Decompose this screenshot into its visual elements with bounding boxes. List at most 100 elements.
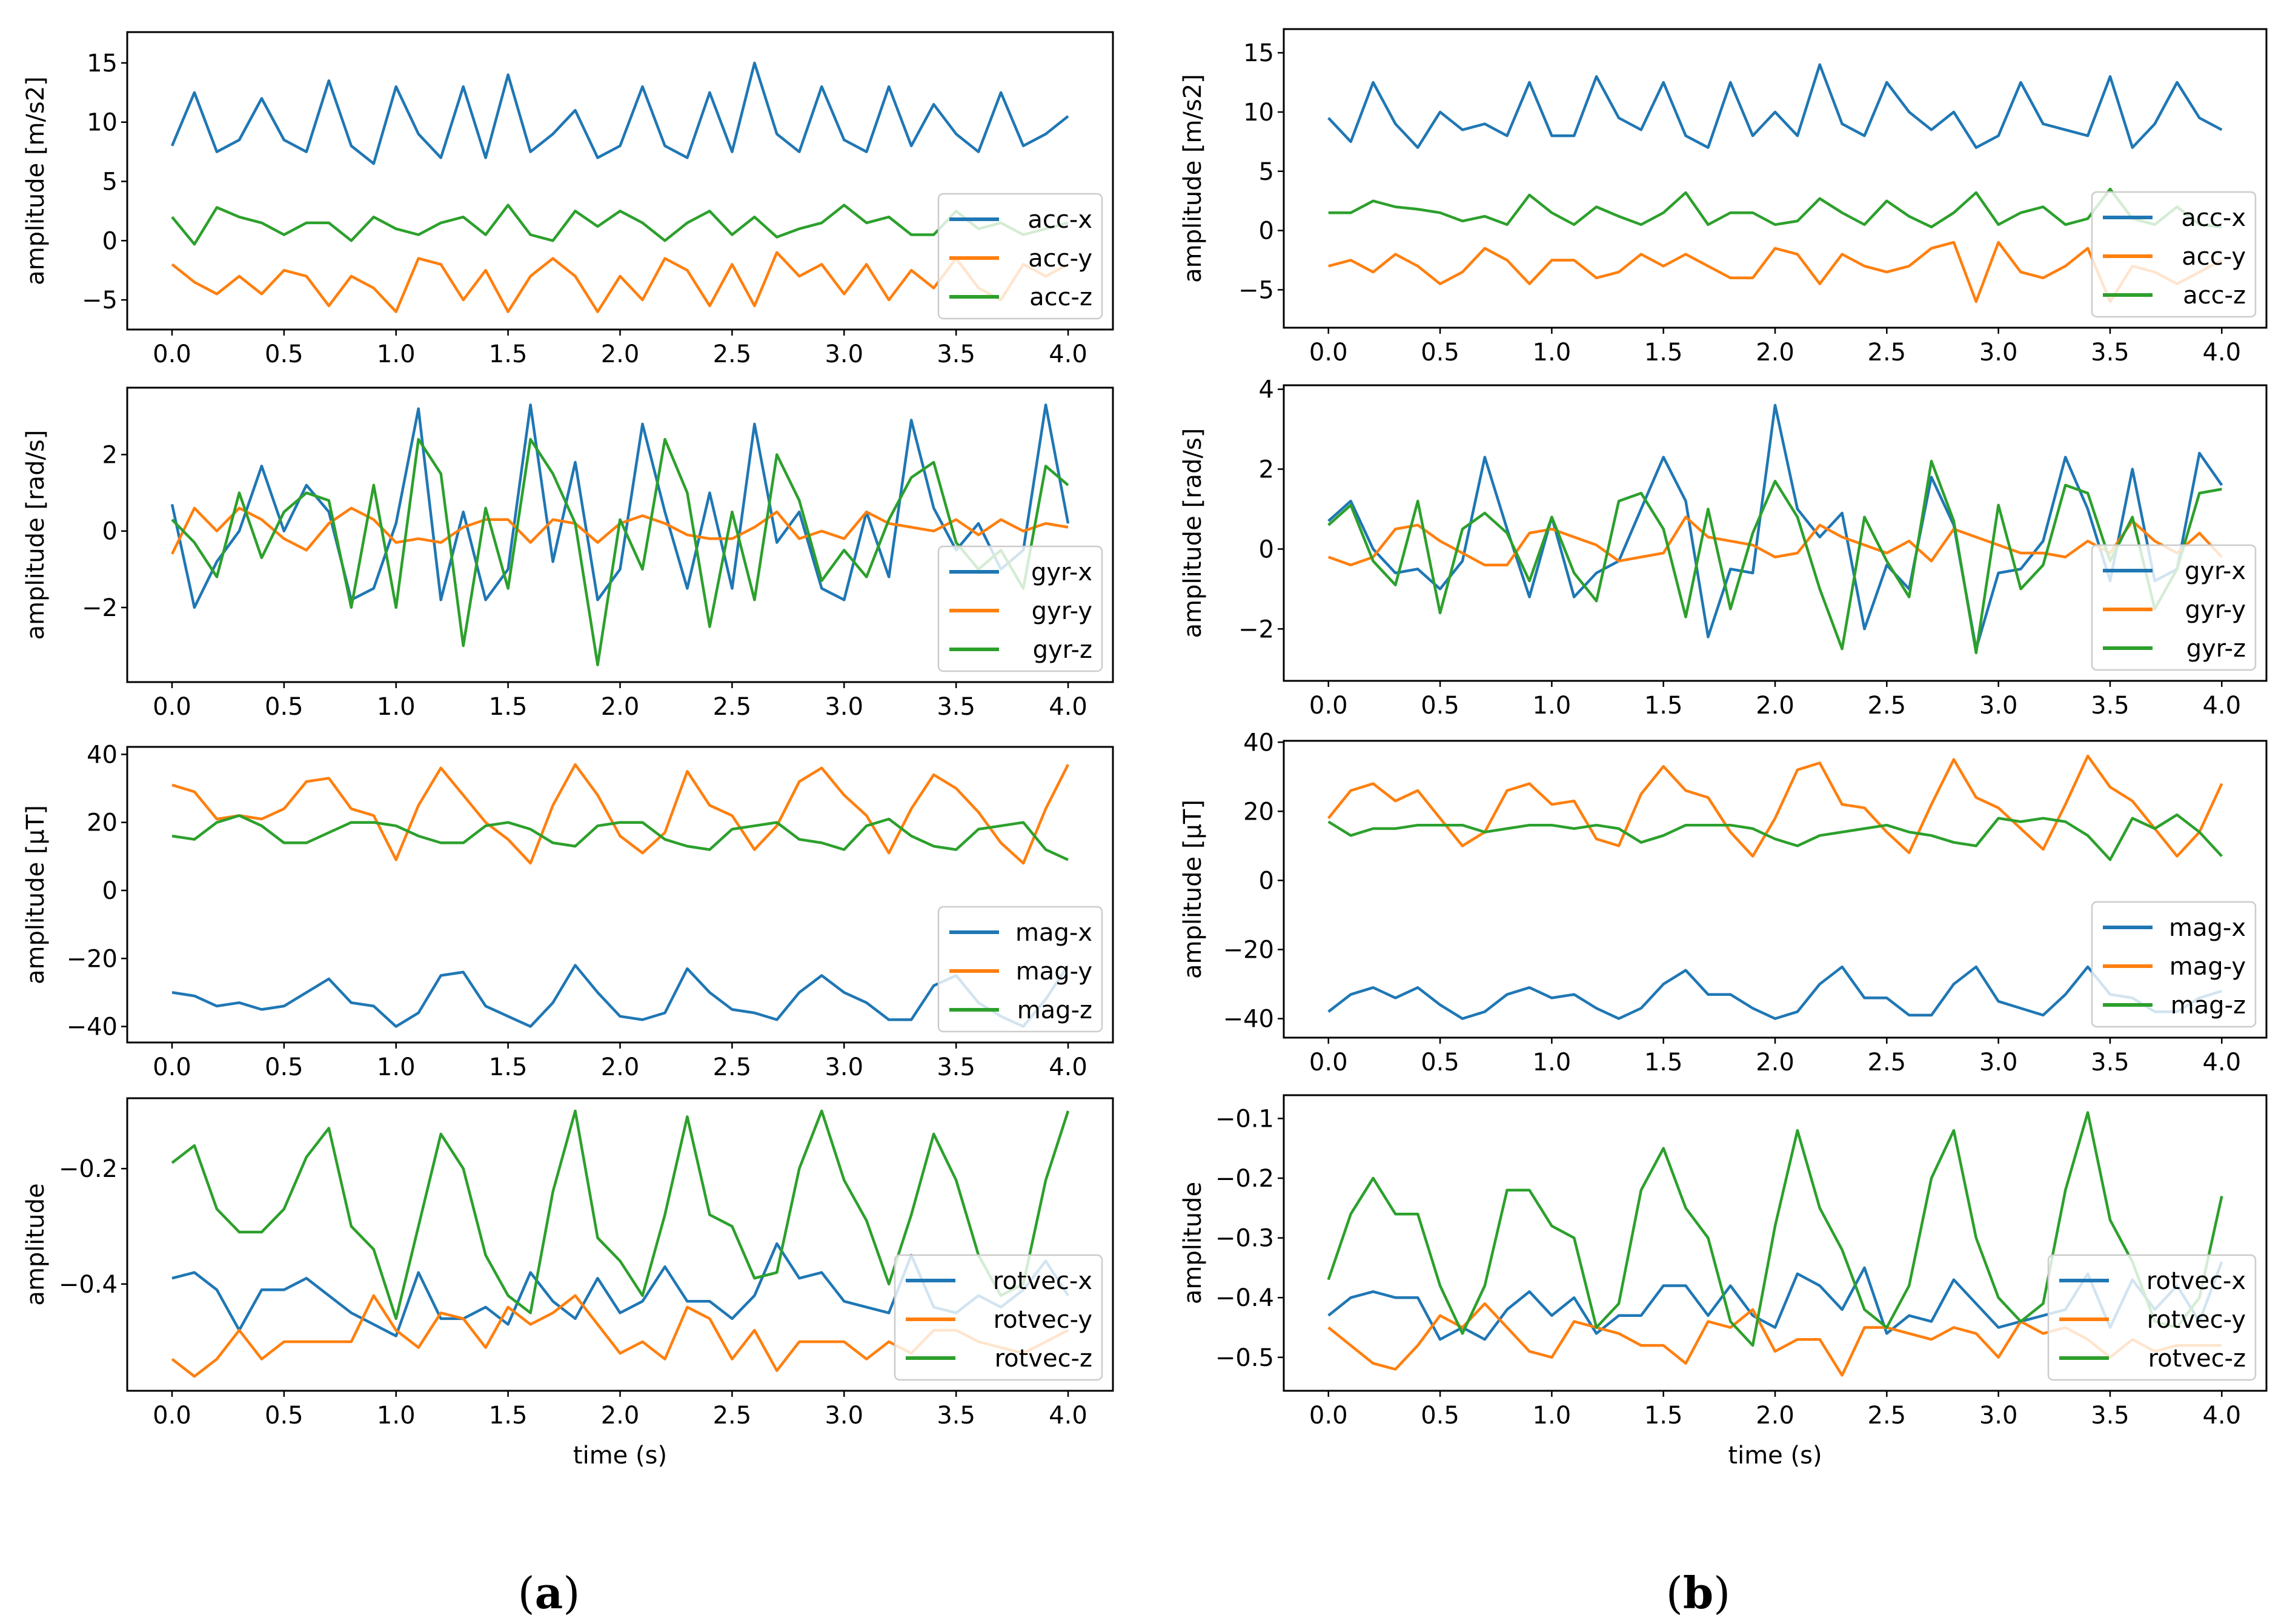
y-tick-label: −0.5 [1215, 1344, 1274, 1372]
legend-label: gyr-z [1033, 636, 1092, 664]
x-tick-label: 0.0 [1309, 1402, 1348, 1430]
legend-label: mag-x [2169, 914, 2246, 942]
x-tick-label: 3.5 [2091, 339, 2130, 366]
series-line-acc-x [1327, 63, 2223, 149]
series-line-mag-z [171, 814, 1069, 861]
y-tick-label: 4 [1259, 376, 1274, 404]
x-tick-label: 0.5 [265, 340, 304, 368]
y-tick-label: −0.2 [59, 1155, 118, 1183]
x-tick-label: 1.5 [489, 1053, 528, 1081]
series-line-acc-y [1328, 240, 2223, 303]
x-tick-label: 3.0 [1979, 692, 2018, 720]
legend: acc-x acc-y acc-z [937, 193, 1103, 320]
y-tick-label: 40 [1243, 729, 1274, 757]
x-tick-label: 4.0 [1049, 693, 1087, 721]
legend-label: acc-z [2183, 282, 2246, 310]
y-tick-label: 0 [102, 518, 118, 546]
x-tick-label: 0.0 [153, 340, 191, 368]
legend-label: gyr-z [2186, 635, 2246, 663]
x-tick-label: 3.5 [937, 340, 975, 368]
y-tick-label: −0.3 [1215, 1225, 1274, 1253]
y-tick-label: 0 [1259, 217, 1274, 245]
legend-label: acc-x [2181, 204, 2246, 232]
y-tick-label: 2 [1259, 456, 1274, 483]
x-tick-label: 3.5 [937, 1053, 975, 1081]
x-tick-label: 1.5 [489, 1402, 528, 1430]
y-tick-label: 2 [102, 441, 118, 469]
x-tick-label: 4.0 [2202, 339, 2241, 366]
series-line-rotvec-z [1327, 1111, 2223, 1347]
subplots: 0.0 0.5 1.0 1.5 2.0 2.5 3.0 3.5 4.0 −5 0 5 10 15 ampli… [22, 28, 2268, 1470]
x-tick-label: 0.0 [153, 1402, 191, 1430]
x-tick-label: 2.5 [1868, 1402, 1907, 1430]
series-line-mag-y [171, 763, 1070, 865]
y-tick-label: −0.4 [59, 1271, 118, 1299]
x-tick-label: 2.5 [713, 693, 752, 721]
subplot-a-4: 0.0 0.5 1.0 1.5 2.0 2.5 3.0 3.5 4.0 −0.4 −0.2 ampli… [22, 1097, 1114, 1470]
series-line-gyr-x [170, 403, 1070, 609]
series-line-acc-z [171, 204, 1069, 246]
x-tick-label: 3.0 [825, 1053, 863, 1081]
x-tick-label: 4.0 [1049, 340, 1087, 368]
legend-box [937, 545, 1103, 672]
subplot-b-4: 0.0 0.5 1.0 1.5 2.0 2.5 3.0 3.5 4.0 −0.5 −0.4 −0.3 −… [1179, 1094, 2268, 1470]
y-tick-label: −2 [1238, 615, 1274, 643]
y-tick-label: −40 [1223, 1006, 1274, 1033]
x-axis-label: time (s) [1728, 1442, 1822, 1470]
series-line-rotvec-z [171, 1109, 1070, 1321]
legend-label: mag-y [1016, 958, 1092, 986]
y-axis-label: amplitude [rad/s] [1179, 428, 1207, 638]
y-tick-label: −2 [82, 594, 118, 622]
y-tick-label: 10 [1243, 99, 1274, 127]
x-tick-label: 3.0 [1979, 1049, 2018, 1076]
x-tick-label: 0.0 [1309, 339, 1348, 366]
x-tick-label: 2.5 [1868, 339, 1907, 366]
y-axis-label: amplitude [rad/s] [22, 430, 50, 640]
x-tick-label: 0.0 [1309, 692, 1348, 720]
legend-label: mag-y [2169, 953, 2246, 981]
legend-box [937, 193, 1103, 320]
x-tick-label: 0.5 [265, 1402, 304, 1430]
y-tick-label: 5 [1259, 158, 1274, 186]
y-axis-label: amplitude [22, 1183, 50, 1305]
x-tick-label: 2.0 [1756, 692, 1794, 720]
legend-box [894, 1254, 1103, 1381]
legend-box [2091, 191, 2257, 318]
x-tick-label: 1.5 [1644, 339, 1683, 366]
x-tick-label: 1.0 [377, 1402, 416, 1430]
subplot-a-3: 0.0 0.5 1.0 1.5 2.0 2.5 3.0 3.5 4.0 −40 −20 0 20 40 am… [22, 741, 1114, 1081]
y-tick-label: 0 [1259, 535, 1274, 563]
x-tick-label: 3.0 [825, 340, 863, 368]
x-tick-label: 3.5 [937, 693, 975, 721]
legend-label: rotvec-x [993, 1267, 1092, 1295]
y-tick-label: −0.4 [1215, 1284, 1274, 1312]
x-tick-label: 1.0 [1533, 692, 1572, 720]
legend-label: gyr-x [2185, 557, 2246, 585]
x-tick-label: 4.0 [1049, 1053, 1087, 1081]
series-line-mag-z [1327, 813, 2223, 861]
subplot-b-3: 0.0 0.5 1.0 1.5 2.0 2.5 3.0 3.5 4.0 −40 −20 0 20 40 am… [1179, 729, 2268, 1076]
x-tick-label: 1.5 [1644, 692, 1683, 720]
x-tick-label: 1.5 [1644, 1402, 1683, 1430]
series-line-gyr-z [171, 437, 1069, 666]
y-tick-label: −5 [1238, 276, 1274, 304]
legend-box [937, 906, 1103, 1033]
x-tick-label: 4.0 [2202, 1049, 2241, 1076]
y-tick-label: −40 [67, 1013, 118, 1041]
x-tick-label: 3.5 [2091, 1402, 2130, 1430]
x-tick-label: 1.0 [377, 1053, 416, 1081]
y-tick-label: −5 [82, 287, 118, 314]
x-axis-label: time (s) [573, 1442, 667, 1470]
series-line-gyr-z [1327, 460, 2222, 655]
series-line-acc-y [171, 251, 1069, 313]
y-axis-label: amplitude [µT] [1179, 800, 1207, 979]
x-tick-label: 1.0 [1533, 1049, 1572, 1076]
series-line-gyr-y [1327, 515, 2223, 567]
legend-box [2091, 901, 2257, 1028]
x-tick-label: 2.5 [713, 1402, 752, 1430]
subplot-b-1: 0.0 0.5 1.0 1.5 2.0 2.5 3.0 3.5 4.0 −5 0 5 10 15 ampli… [1179, 28, 2268, 366]
legend: mag-x mag-y mag-z [937, 906, 1103, 1033]
x-tick-label: 1.5 [489, 340, 528, 368]
x-tick-label: 1.0 [377, 693, 416, 721]
legend-box [2091, 544, 2257, 671]
